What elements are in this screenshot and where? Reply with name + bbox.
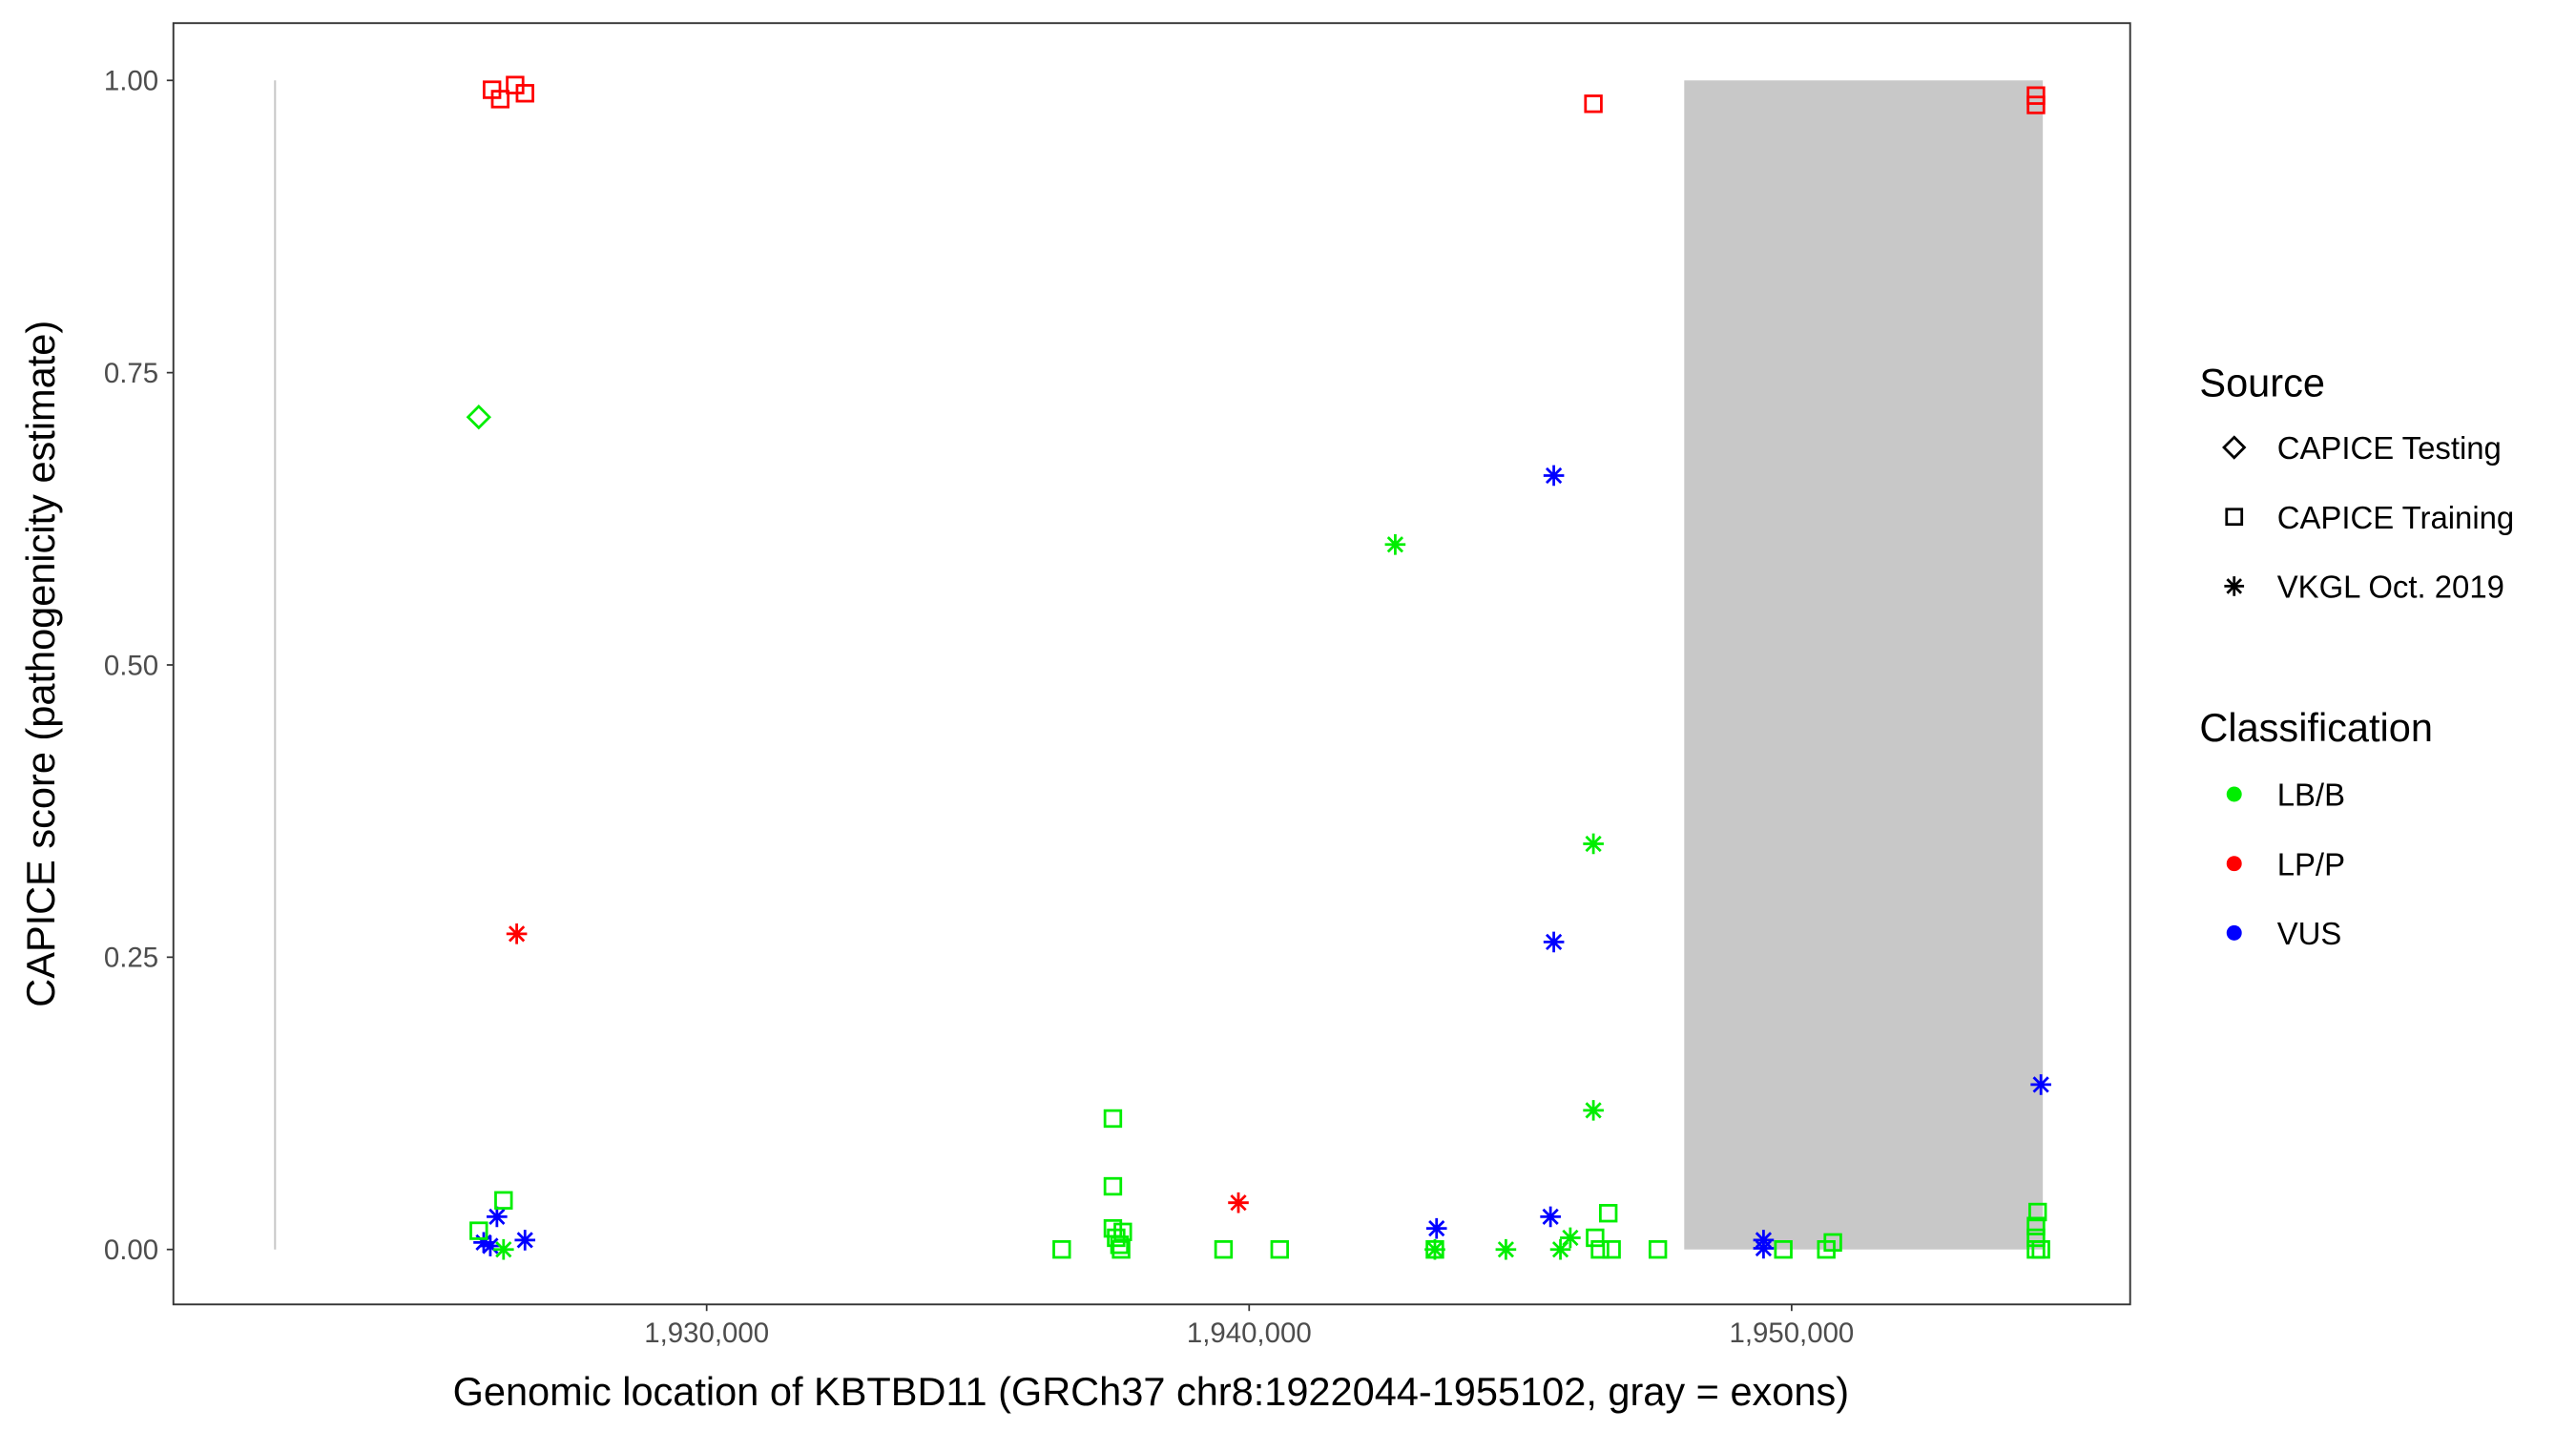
x-tick-label: 1,940,000 [1187, 1317, 1312, 1349]
data-point [490, 90, 510, 109]
data-point [1384, 533, 1406, 555]
data-point [1823, 1233, 1842, 1253]
legend-square-icon [2225, 508, 2244, 527]
y-tick-label: 0.50 [104, 650, 158, 681]
legend-source-title: Source [2199, 360, 2325, 404]
annotation-layer [274, 80, 2044, 1250]
data-point [515, 84, 534, 103]
data-point [2030, 1074, 2051, 1095]
data-point [480, 1235, 501, 1256]
data-point [1584, 94, 1603, 114]
data-point [487, 1206, 508, 1228]
data-point [1228, 1192, 1249, 1213]
data-point [1424, 1238, 1445, 1260]
data-point [1583, 833, 1604, 855]
data-point [2031, 1240, 2050, 1259]
x-tick-label: 1,950,000 [1729, 1317, 1854, 1349]
x-axis-title: Genomic location of KBTBD11 (GRCh37 chr8… [453, 1369, 1850, 1414]
data-point [2026, 1228, 2046, 1248]
data-point [1598, 1204, 1618, 1223]
data-point [1543, 931, 1565, 953]
data-point [1103, 1176, 1123, 1196]
plot-panel-border [172, 22, 2131, 1306]
legend-source-items: CAPICE Testing CAPICE Training VKGL Oct. 2… [2222, 430, 2515, 605]
data-point [2026, 1216, 2046, 1235]
data-point [1495, 1238, 1517, 1260]
data-point [1052, 1240, 1071, 1259]
legend-class-label: LP/P [2277, 846, 2345, 881]
data-point [492, 1238, 514, 1260]
data-point [469, 1221, 488, 1240]
data-point [1543, 465, 1565, 487]
data-point [494, 1191, 513, 1210]
legend-classification-title: Classification [2199, 705, 2433, 750]
exon-rect [1684, 80, 2044, 1250]
legend-classification-items: LB/B LP/P VUS [2226, 778, 2345, 951]
legend-class-label: LB/B [2277, 778, 2345, 813]
data-point [1270, 1240, 1289, 1259]
y-tick-label: 1.00 [104, 66, 158, 97]
data-point [1602, 1240, 1621, 1259]
data-point [1753, 1237, 1775, 1259]
data-point [1103, 1109, 1123, 1129]
data-point [1774, 1240, 1793, 1259]
data-point [2026, 95, 2046, 114]
data-point [1113, 1222, 1132, 1242]
legend-source-label: VKGL Oct. 2019 [2277, 570, 2504, 605]
data-point [1214, 1240, 1234, 1259]
legend: Source CAPICE Testing CAPICE Training VKGL… [2199, 360, 2514, 951]
data-point [473, 1232, 494, 1254]
legend-dot-icon [2226, 856, 2242, 872]
axes-layer: 1,930,000 1,940,000 1,950,000 0.00 0.25 0.50 0… [104, 66, 1854, 1349]
points-layer [466, 75, 2051, 1260]
data-point [1111, 1240, 1131, 1259]
legend-class-label: VUS [2277, 916, 2342, 951]
y-axis-title: CAPICE score (pathogenicity estimate) [18, 321, 63, 1007]
data-point [1110, 1235, 1130, 1255]
data-point [1540, 1206, 1561, 1228]
y-tick-label: 0.75 [104, 358, 158, 389]
y-tick-label: 0.25 [104, 943, 158, 974]
data-point [514, 1230, 536, 1251]
y-tick-label: 0.00 [104, 1234, 158, 1266]
legend-source-label: CAPICE Testing [2277, 430, 2502, 466]
data-point [2026, 86, 2046, 105]
legend-diamond-icon [2222, 435, 2247, 460]
data-point [1425, 1240, 1444, 1259]
data-point [2028, 1202, 2047, 1222]
legend-source-label: CAPICE Training [2277, 500, 2515, 535]
data-point [1560, 1227, 1581, 1249]
legend-dot-icon [2226, 924, 2242, 941]
legend-asterisk-icon [2224, 576, 2245, 596]
data-point [1425, 1217, 1447, 1239]
data-point [1583, 1100, 1604, 1121]
data-point [1590, 1240, 1610, 1259]
data-point [1549, 1238, 1571, 1260]
data-point [506, 923, 528, 944]
legend-dot-icon [2226, 786, 2242, 802]
data-point [1648, 1240, 1668, 1259]
data-point [1586, 1228, 1605, 1248]
data-point [466, 404, 491, 430]
x-tick-label: 1,930,000 [644, 1317, 769, 1349]
